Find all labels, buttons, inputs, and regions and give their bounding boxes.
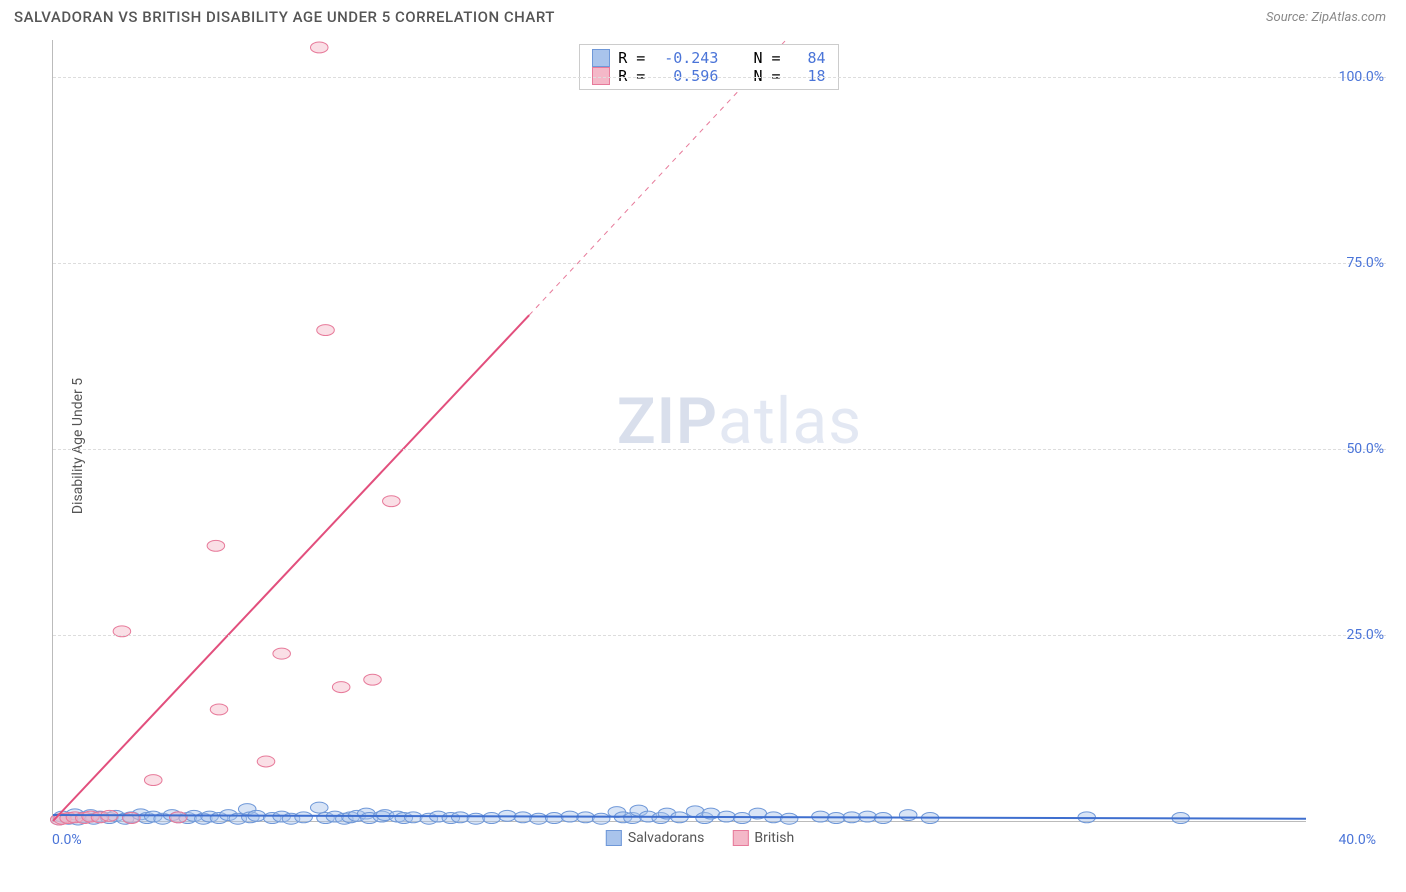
stats-r-label: R = — [618, 67, 654, 85]
y-tick-label: 100.0% — [1314, 69, 1384, 85]
stats-row: R = 0.596 N = 18 — [592, 67, 825, 85]
source-name: ZipAtlas.com — [1311, 10, 1386, 25]
legend: Salvadorans British — [606, 830, 794, 846]
y-tick-label: 25.0% — [1314, 627, 1384, 643]
x-axis-min: 0.0% — [52, 832, 82, 848]
source-attribution: Source: ZipAtlas.com — [1266, 10, 1386, 25]
stats-r-value: 0.596 — [662, 67, 718, 85]
legend-swatch — [732, 830, 748, 846]
gridline — [53, 449, 1386, 450]
series-swatch — [592, 49, 610, 67]
plot-region: ZIPatlas R = -0.243 N = 84R = 0.596 N = … — [52, 40, 1306, 822]
data-point — [451, 812, 469, 823]
data-point — [404, 812, 422, 823]
stats-row: R = -0.243 N = 84 — [592, 49, 825, 67]
data-point — [899, 810, 917, 821]
data-point — [123, 813, 141, 824]
plot-svg — [53, 40, 1306, 821]
legend-item: Salvadorans — [606, 830, 705, 846]
stats-box: R = -0.243 N = 84R = 0.596 N = 18 — [579, 44, 838, 90]
data-point — [310, 802, 328, 813]
legend-swatch — [606, 830, 622, 846]
data-point — [545, 813, 563, 824]
data-point — [210, 704, 228, 715]
trend-line — [53, 315, 529, 821]
stats-n-label: N = — [726, 49, 789, 67]
data-point — [170, 812, 188, 823]
data-point — [530, 813, 548, 824]
chart-area: Disability Age Under 5 ZIPatlas R = -0.2… — [14, 40, 1386, 852]
data-point — [273, 648, 291, 659]
stats-n-value: 84 — [798, 49, 826, 67]
legend-label: British — [754, 830, 794, 846]
y-tick-label: 50.0% — [1314, 441, 1384, 457]
legend-label: Salvadorans — [628, 830, 705, 846]
data-point — [295, 812, 313, 823]
data-point — [257, 756, 275, 767]
data-point — [364, 674, 382, 685]
chart-header: SALVADORAN VS BRITISH DISABILITY AGE UND… — [0, 0, 1406, 30]
data-point — [332, 682, 350, 693]
data-point — [317, 325, 335, 336]
stats-n-value: 18 — [798, 67, 826, 85]
data-point — [207, 540, 225, 551]
data-point — [467, 813, 485, 824]
legend-item: British — [732, 830, 794, 846]
y-tick-label: 75.0% — [1314, 255, 1384, 271]
data-point — [592, 813, 610, 824]
stats-r-value: -0.243 — [662, 49, 718, 67]
data-point — [780, 813, 798, 824]
source-prefix: Source: — [1266, 10, 1311, 25]
data-point — [483, 813, 501, 824]
gridline — [53, 263, 1386, 264]
stats-n-label: N = — [726, 67, 789, 85]
series-swatch — [592, 67, 610, 85]
data-point — [144, 775, 162, 786]
gridline — [53, 77, 1386, 78]
data-point — [310, 42, 328, 53]
stats-r-label: R = — [618, 49, 654, 67]
data-point — [383, 496, 401, 507]
chart-title: SALVADORAN VS BRITISH DISABILITY AGE UND… — [14, 8, 555, 26]
x-axis-max: 40.0% — [1338, 832, 1376, 848]
gridline — [53, 635, 1386, 636]
